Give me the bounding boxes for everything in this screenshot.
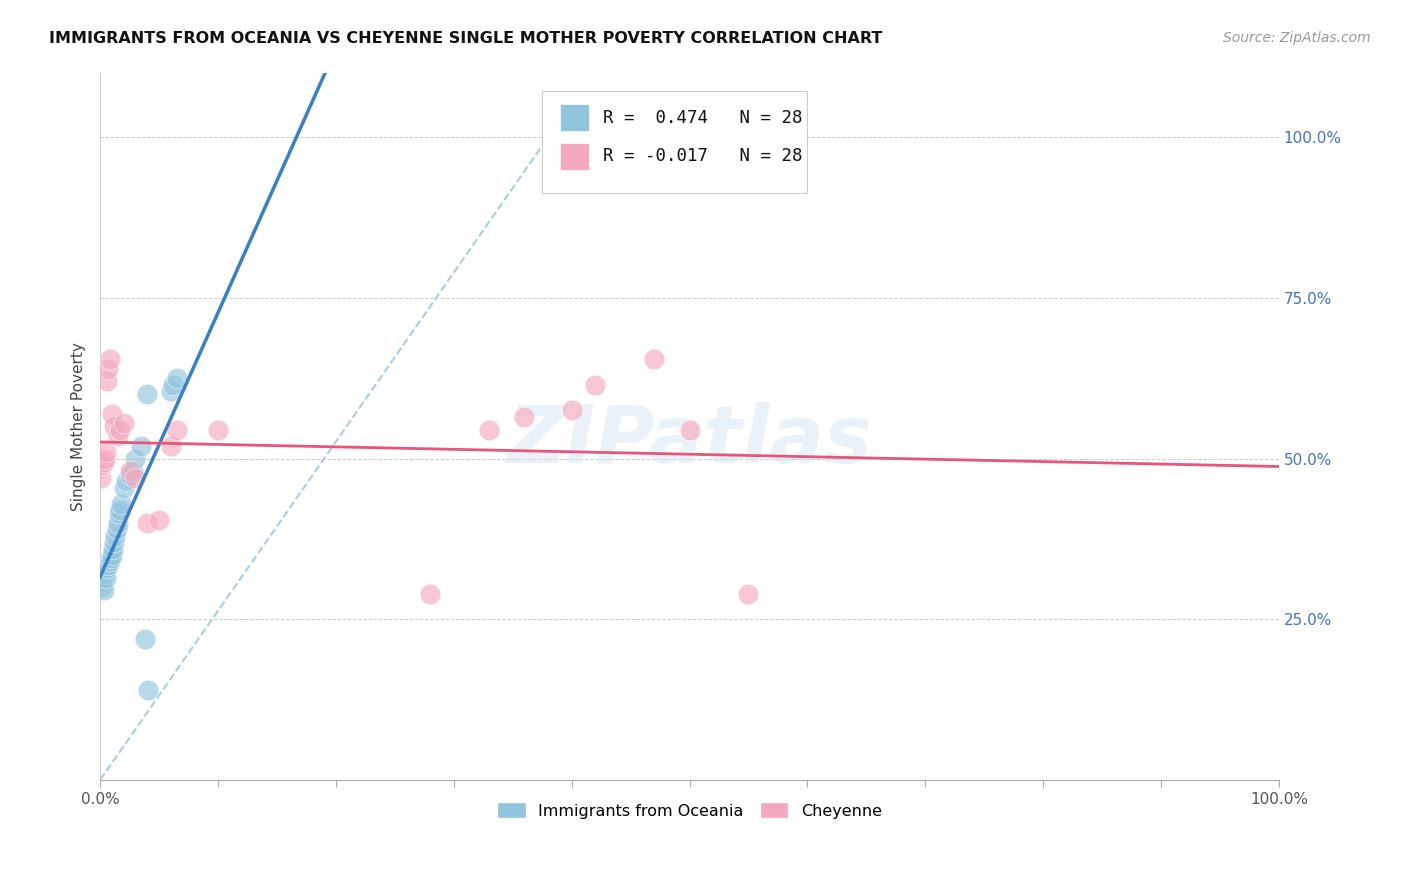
Point: [108, 503, 131, 517]
Point: [91, 580, 114, 594]
Point: [678, 423, 700, 437]
Point: [513, 409, 536, 424]
Text: R =  0.474   N = 28: R = 0.474 N = 28: [603, 109, 803, 127]
Point: [160, 439, 183, 453]
Point: [583, 377, 606, 392]
Point: [94, 445, 117, 459]
Point: [94, 570, 117, 584]
Point: [108, 423, 131, 437]
Point: [90, 574, 112, 588]
Point: [561, 403, 583, 417]
Point: [419, 586, 441, 600]
Point: [107, 516, 129, 530]
Point: [124, 471, 146, 485]
Point: [91, 458, 114, 472]
Y-axis label: Single Mother Poverty: Single Mother Poverty: [72, 342, 86, 511]
Point: [94, 451, 117, 466]
Text: R = -0.017   N = 28: R = -0.017 N = 28: [603, 147, 803, 165]
Point: [160, 384, 183, 398]
Point: [134, 632, 156, 646]
Text: ZIPatlas: ZIPatlas: [508, 401, 872, 480]
Point: [115, 474, 138, 488]
Text: Source: ZipAtlas.com: Source: ZipAtlas.com: [1223, 31, 1371, 45]
Point: [110, 497, 132, 511]
Point: [97, 558, 120, 572]
Point: [136, 516, 159, 530]
Point: [98, 554, 121, 568]
Point: [118, 467, 141, 482]
Text: IMMIGRANTS FROM OCEANIA VS CHEYENNE SINGLE MOTHER POVERTY CORRELATION CHART: IMMIGRANTS FROM OCEANIA VS CHEYENNE SING…: [49, 31, 883, 46]
Point: [101, 548, 124, 562]
Point: [101, 541, 124, 556]
Point: [108, 506, 131, 520]
Point: [96, 561, 118, 575]
Point: [107, 429, 129, 443]
Point: [131, 439, 153, 453]
Point: [98, 351, 121, 366]
Point: [148, 513, 170, 527]
Point: [138, 683, 160, 698]
Point: [643, 351, 665, 366]
Point: [94, 567, 117, 582]
Point: [122, 465, 145, 479]
Point: [112, 481, 135, 495]
Point: [104, 529, 127, 543]
Point: [737, 586, 759, 600]
FancyBboxPatch shape: [543, 91, 807, 194]
Point: [478, 423, 501, 437]
Point: [166, 423, 188, 437]
Point: [166, 371, 188, 385]
Point: [124, 451, 146, 466]
Point: [100, 551, 122, 566]
Point: [118, 465, 141, 479]
Bar: [560, 104, 589, 131]
Point: [93, 455, 115, 469]
Bar: [560, 143, 589, 169]
Point: [112, 416, 135, 430]
Point: [103, 535, 125, 549]
Point: [97, 361, 120, 376]
Point: [93, 583, 115, 598]
Point: [101, 407, 124, 421]
Point: [90, 471, 112, 485]
Point: [103, 419, 125, 434]
Point: [207, 423, 229, 437]
Point: [105, 522, 128, 536]
Point: [136, 387, 159, 401]
Point: [96, 375, 118, 389]
Point: [162, 377, 184, 392]
Legend: Immigrants from Oceania, Cheyenne: Immigrants from Oceania, Cheyenne: [491, 796, 889, 825]
